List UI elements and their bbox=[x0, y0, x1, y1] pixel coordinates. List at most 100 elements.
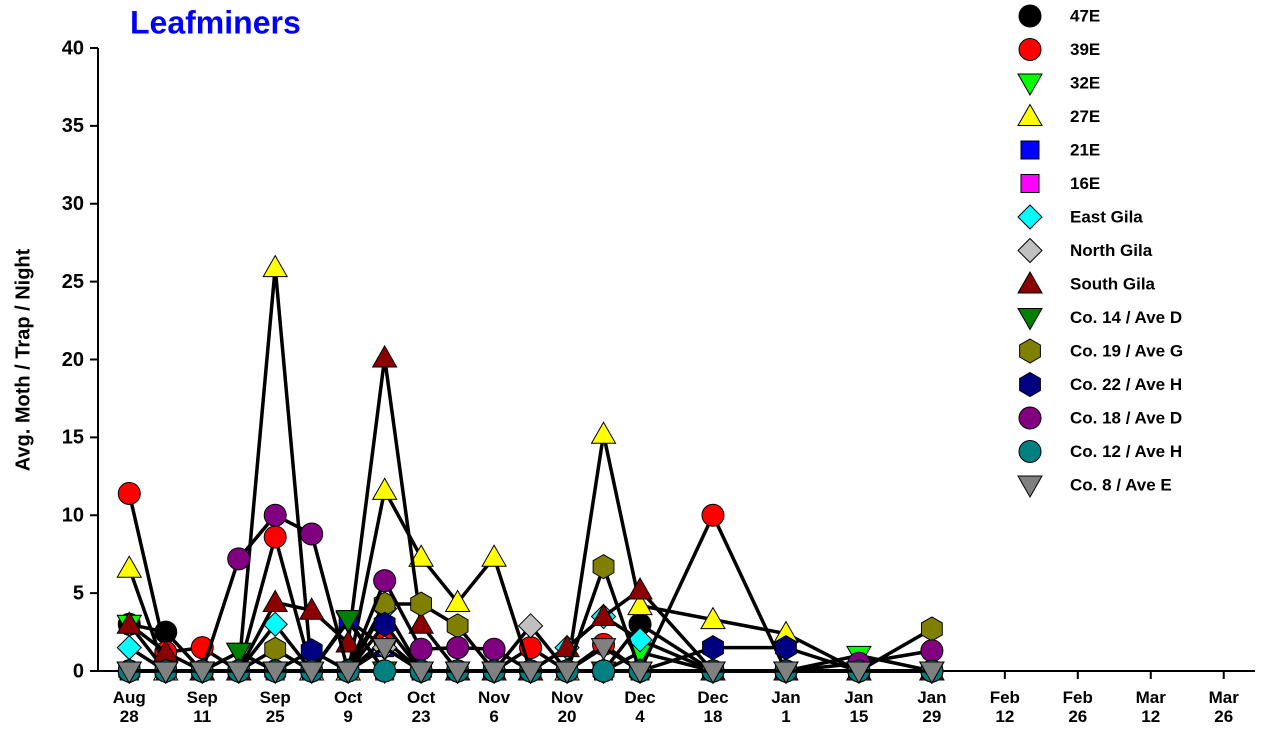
data-point bbox=[919, 661, 945, 685]
legend-label: 21E bbox=[1070, 140, 1100, 159]
y-axis-label: Avg. Moth / Trap / Night bbox=[12, 248, 34, 471]
data-point bbox=[444, 589, 471, 612]
y-tick-label: 25 bbox=[62, 271, 84, 293]
data-point bbox=[444, 661, 471, 685]
y-tick-label: 5 bbox=[73, 582, 84, 604]
legend-marker bbox=[1019, 338, 1041, 364]
legend-label: Co. 12 / Ave H bbox=[1070, 442, 1182, 461]
data-point bbox=[262, 589, 289, 612]
data-point bbox=[298, 661, 325, 685]
legend-label: East Gila bbox=[1070, 207, 1143, 226]
legend-label: 47E bbox=[1070, 6, 1100, 25]
x-tick-label: Feb 26 bbox=[1062, 688, 1093, 726]
data-point bbox=[590, 603, 617, 626]
data-point bbox=[627, 577, 653, 600]
data-point bbox=[263, 525, 287, 549]
data-point bbox=[408, 661, 434, 685]
y-tick-label: 40 bbox=[62, 37, 84, 59]
y-tick-label: 20 bbox=[62, 349, 84, 371]
legend-marker bbox=[1017, 475, 1043, 499]
data-point bbox=[408, 611, 434, 634]
x-tick-label: Sep 25 bbox=[259, 688, 291, 726]
data-point bbox=[189, 661, 216, 685]
data-point bbox=[410, 591, 433, 617]
data-point bbox=[335, 661, 362, 685]
data-point bbox=[373, 611, 396, 637]
legend-label: South Gila bbox=[1070, 274, 1156, 293]
data-point bbox=[920, 639, 944, 663]
data-point bbox=[264, 636, 287, 662]
data-point bbox=[335, 610, 362, 633]
data-point bbox=[225, 661, 252, 685]
data-point bbox=[371, 477, 398, 500]
legend-marker bbox=[1018, 440, 1042, 463]
x-tick-label: Dec 18 bbox=[697, 688, 729, 726]
legend-label: 32E bbox=[1070, 73, 1100, 92]
data-point bbox=[409, 637, 433, 661]
series-line bbox=[127, 267, 932, 673]
data-point bbox=[116, 661, 143, 685]
y-tick-label: 30 bbox=[62, 193, 84, 215]
x-tick-label: Mar 26 bbox=[1208, 688, 1239, 726]
data-point bbox=[298, 597, 325, 620]
data-point bbox=[590, 638, 617, 661]
y-tick-label: 15 bbox=[62, 427, 84, 449]
data-point bbox=[482, 637, 506, 661]
data-point bbox=[371, 344, 398, 368]
x-tick-label: Sep 11 bbox=[186, 688, 218, 726]
legend-marker bbox=[1020, 174, 1040, 193]
data-point bbox=[408, 544, 434, 567]
data-point bbox=[592, 554, 615, 580]
x-tick-label: Jan 1 bbox=[771, 688, 801, 726]
data-point bbox=[701, 503, 725, 527]
legend-marker bbox=[1017, 73, 1043, 97]
legend-marker bbox=[1020, 140, 1040, 160]
data-point bbox=[152, 661, 179, 685]
data-point bbox=[225, 642, 252, 666]
data-point bbox=[627, 627, 653, 653]
legend-label: Co. 19 / Ave G bbox=[1070, 341, 1183, 360]
data-point bbox=[846, 661, 872, 685]
chart-title: Leafminers bbox=[130, 4, 301, 40]
x-tick-label: Jan 29 bbox=[917, 688, 947, 726]
y-tick-label: 35 bbox=[62, 115, 84, 137]
legend-marker bbox=[1018, 4, 1042, 28]
data-point bbox=[702, 635, 724, 661]
legend-label: Co. 14 / Ave D bbox=[1070, 308, 1182, 327]
data-point bbox=[920, 616, 943, 642]
x-tick-label: Nov 20 bbox=[550, 688, 584, 726]
y-tick-label: 0 bbox=[73, 660, 84, 682]
data-point bbox=[262, 661, 289, 685]
data-point bbox=[481, 661, 507, 685]
legend-label: 27E bbox=[1070, 107, 1100, 126]
data-point bbox=[773, 661, 799, 685]
legend-label: North Gila bbox=[1070, 241, 1153, 260]
legend-marker bbox=[1018, 38, 1042, 61]
data-point bbox=[116, 611, 143, 634]
x-tick-label: Dec 4 bbox=[624, 688, 656, 726]
x-tick-label: Nov 6 bbox=[478, 688, 511, 726]
legend-label: 16E bbox=[1070, 174, 1100, 193]
x-tick-label: Feb 12 bbox=[989, 688, 1020, 726]
data-point bbox=[627, 592, 653, 616]
legend-label: Co. 8 / Ave E bbox=[1070, 475, 1172, 494]
legend-marker bbox=[1017, 103, 1043, 126]
data-point bbox=[116, 555, 143, 578]
data-point bbox=[373, 569, 397, 593]
data-point bbox=[263, 503, 287, 527]
legend-label: 39E bbox=[1070, 40, 1100, 59]
legend-marker bbox=[1017, 270, 1043, 294]
legend-marker bbox=[1017, 204, 1043, 230]
data-point bbox=[700, 661, 726, 685]
legend-label: Co. 18 / Ave D bbox=[1070, 408, 1182, 427]
data-point bbox=[627, 661, 653, 685]
data-point bbox=[446, 636, 470, 660]
x-tick-label: Oct 9 bbox=[333, 688, 363, 726]
data-point bbox=[227, 547, 251, 571]
legend-marker bbox=[1017, 308, 1043, 331]
x-tick-label: Aug 28 bbox=[112, 688, 146, 726]
data-point bbox=[554, 661, 580, 685]
x-tick-label: Mar 12 bbox=[1135, 688, 1166, 726]
